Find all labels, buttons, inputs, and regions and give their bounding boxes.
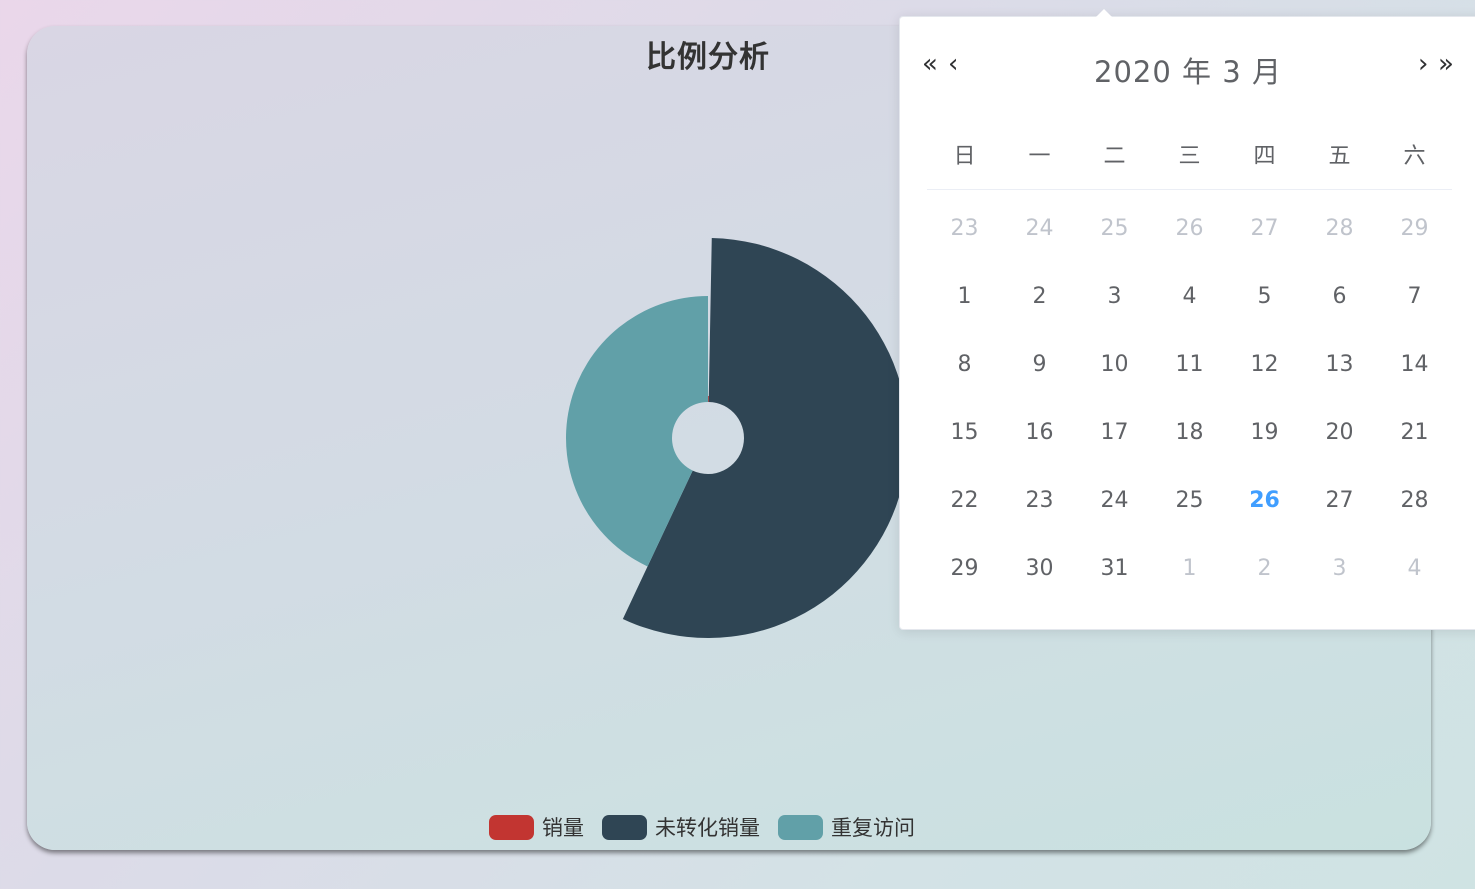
pie-slice-2[interactable] <box>566 296 708 567</box>
prev-year-button[interactable]: « <box>922 49 938 79</box>
weekday-label: 五 <box>1328 144 1351 169</box>
date-cell[interactable]: 27 <box>1325 488 1354 513</box>
date-cell[interactable]: 9 <box>1032 352 1047 377</box>
date-cell[interactable]: 4 <box>1182 284 1197 309</box>
date-cell[interactable]: 22 <box>950 488 979 513</box>
legend-label: 未转化销量 <box>655 816 760 840</box>
date-cell[interactable]: 27 <box>1250 216 1279 241</box>
date-cell[interactable]: 18 <box>1175 420 1204 445</box>
date-cell[interactable]: 20 <box>1325 420 1354 445</box>
date-cell[interactable]: 2 <box>1032 284 1047 309</box>
legend-swatch <box>778 814 823 840</box>
date-cell[interactable]: 11 <box>1175 352 1204 377</box>
week-row: 23 24 25 26 27 28 29 <box>927 195 1452 263</box>
week-row: 22 23 24 25 26 27 28 <box>927 467 1452 535</box>
date-cell[interactable]: 1 <box>957 284 972 309</box>
date-cell[interactable]: 24 <box>1025 216 1054 241</box>
next-year-button[interactable]: » <box>1438 49 1454 79</box>
weekday-label: 一 <box>1028 144 1051 169</box>
date-cell[interactable]: 15 <box>950 420 979 445</box>
date-cell[interactable]: 8 <box>957 352 972 377</box>
date-cell[interactable]: 5 <box>1257 284 1272 309</box>
prev-month-button[interactable]: ‹ <box>948 49 959 79</box>
chart-title: 比例分析 <box>646 40 770 75</box>
date-cell[interactable]: 25 <box>1175 488 1204 513</box>
legend-swatch <box>602 814 647 840</box>
date-cell-today[interactable]: 26 <box>1249 488 1280 513</box>
pie-slice-0[interactable] <box>708 396 709 403</box>
date-cell[interactable]: 23 <box>950 216 979 241</box>
popover-arrow <box>1096 9 1112 17</box>
date-cell[interactable]: 19 <box>1250 420 1279 445</box>
weekday-label: 六 <box>1403 144 1426 169</box>
date-cell[interactable]: 16 <box>1025 420 1054 445</box>
date-cell[interactable]: 28 <box>1325 216 1354 241</box>
date-cell[interactable]: 4 <box>1407 556 1422 581</box>
week-row: 15 16 17 18 19 20 21 <box>927 399 1452 467</box>
weekday-label: 二 <box>1103 144 1126 169</box>
date-cell[interactable]: 29 <box>1400 216 1429 241</box>
legend-item-sales[interactable]: 销量 <box>489 812 584 842</box>
date-cell[interactable]: 17 <box>1100 420 1129 445</box>
pie-chart <box>566 238 908 639</box>
date-cell[interactable]: 31 <box>1100 556 1129 581</box>
date-grid: 23 24 25 26 27 28 29 1 2 3 4 5 6 7 8 9 10 11 12 13 14 15 16 17 1… <box>927 195 1452 603</box>
date-cell[interactable]: 2 <box>1257 556 1272 581</box>
date-cell[interactable]: 29 <box>950 556 979 581</box>
date-picker-popover: « ‹ 2020 年 3 月 › » 日一二三四五六 23 24 25 26 27 28 2… <box>899 9 1475 630</box>
weekday-header: 日一二三四五六 <box>927 137 1452 190</box>
date-cell[interactable]: 13 <box>1325 352 1354 377</box>
date-picker-title[interactable]: 2020 年 3 月 <box>1094 55 1282 89</box>
date-cell[interactable]: 7 <box>1407 284 1422 309</box>
week-row: 29 30 31 1 2 3 4 <box>927 535 1452 603</box>
date-cell[interactable]: 10 <box>1100 352 1129 377</box>
date-cell[interactable]: 1 <box>1182 556 1197 581</box>
date-picker-header: « ‹ 2020 年 3 月 › » <box>900 45 1475 91</box>
weekday-label: 三 <box>1178 144 1201 169</box>
date-cell[interactable]: 6 <box>1332 284 1347 309</box>
pie-slice-1[interactable] <box>622 238 908 639</box>
chart-legend: 销量 未转化销量 重复访问 <box>489 812 933 842</box>
next-month-button[interactable]: › <box>1418 49 1429 79</box>
date-cell[interactable]: 12 <box>1250 352 1279 377</box>
legend-item-repeat-visits[interactable]: 重复访问 <box>778 812 915 842</box>
date-cell[interactable]: 30 <box>1025 556 1054 581</box>
date-cell[interactable]: 26 <box>1175 216 1204 241</box>
date-cell[interactable]: 21 <box>1400 420 1429 445</box>
date-cell[interactable]: 24 <box>1100 488 1129 513</box>
week-row: 1 2 3 4 5 6 7 <box>927 263 1452 331</box>
legend-label: 销量 <box>542 816 584 840</box>
date-cell[interactable]: 23 <box>1025 488 1054 513</box>
date-cell[interactable]: 14 <box>1400 352 1429 377</box>
weekday-label: 四 <box>1253 144 1276 169</box>
legend-item-unconverted-sales[interactable]: 未转化销量 <box>602 812 760 842</box>
weekday-label: 日 <box>953 144 976 169</box>
date-cell[interactable]: 3 <box>1332 556 1347 581</box>
week-row: 8 9 10 11 12 13 14 <box>927 331 1452 399</box>
date-cell[interactable]: 25 <box>1100 216 1129 241</box>
date-cell[interactable]: 3 <box>1107 284 1122 309</box>
legend-label: 重复访问 <box>831 816 915 840</box>
legend-swatch <box>489 814 534 840</box>
date-cell[interactable]: 28 <box>1400 488 1429 513</box>
